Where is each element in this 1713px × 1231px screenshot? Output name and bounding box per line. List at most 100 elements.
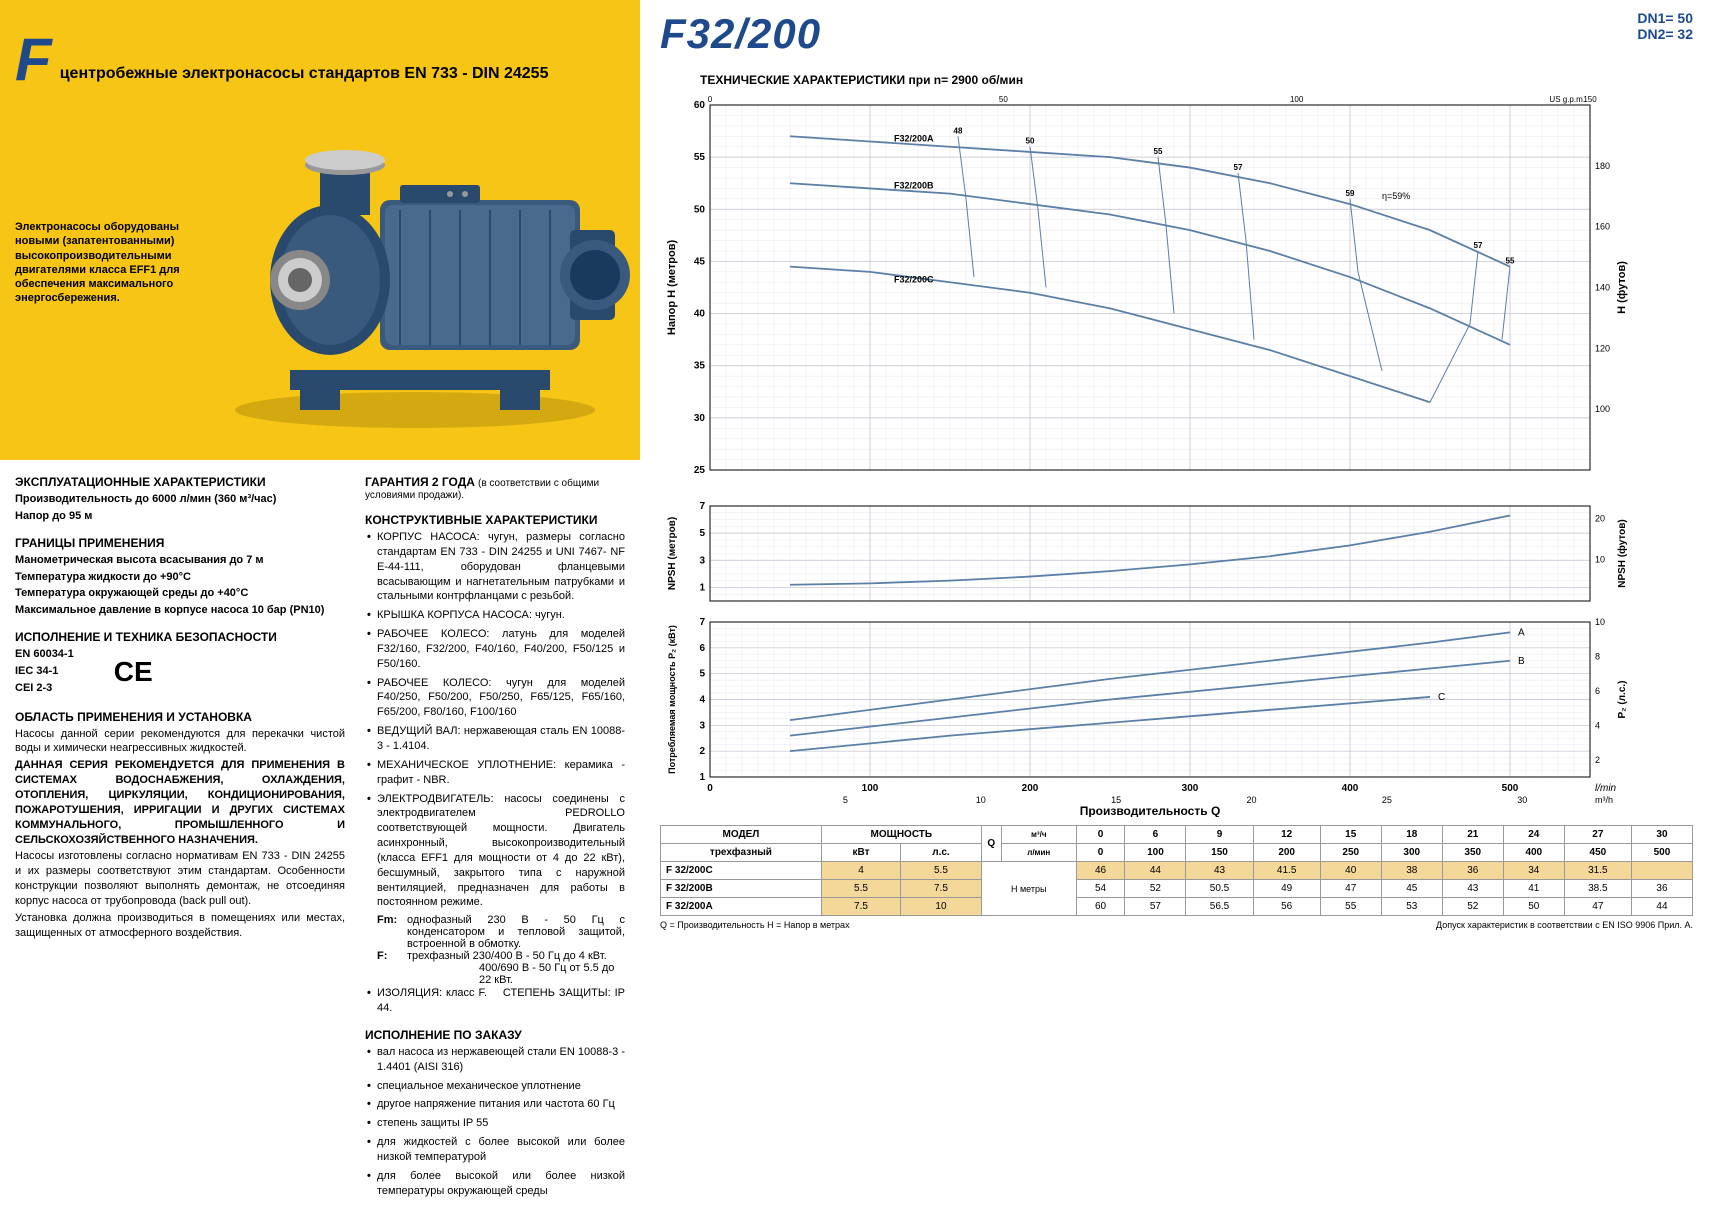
svg-text:10: 10 <box>976 795 986 805</box>
power-chart: 12345672468100100200300400500l/min510152… <box>660 617 1640 817</box>
svg-text:Производительность Q: Производительность Q <box>1080 804 1221 817</box>
svg-text:m³/h: m³/h <box>1595 795 1613 805</box>
svg-text:4: 4 <box>699 695 705 706</box>
svg-text:Напор H (метров): Напор H (метров) <box>666 240 678 336</box>
svg-text:6: 6 <box>699 643 705 654</box>
svg-text:0: 0 <box>708 95 713 104</box>
svg-text:55: 55 <box>1154 147 1163 156</box>
options: ИСПОЛНЕНИЕ ПО ЗАКАЗУ вал насоса из нержа… <box>365 1028 625 1199</box>
ce-mark-icon: CE <box>114 656 153 688</box>
svg-text:48: 48 <box>954 126 963 135</box>
svg-text:C: C <box>1438 692 1445 703</box>
svg-text:US g.p.m.: US g.p.m. <box>1549 95 1585 104</box>
svg-text:6: 6 <box>1595 686 1600 696</box>
svg-text:45: 45 <box>694 256 706 267</box>
svg-text:25: 25 <box>1382 795 1392 805</box>
svg-text:100: 100 <box>1290 95 1304 104</box>
table-footer-right: Допуск характеристик в соответствии с EN… <box>1436 920 1693 930</box>
svg-text:60: 60 <box>694 100 706 111</box>
svg-text:140: 140 <box>1595 283 1610 293</box>
svg-text:50: 50 <box>1026 137 1035 146</box>
section-heading: ОБЛАСТЬ ПРИМЕНЕНИЯ И УСТАНОВКА <box>15 710 345 724</box>
svg-text:180: 180 <box>1595 161 1610 171</box>
operational-specs: ЭКСПЛУАТАЦИОННЫЕ ХАРАКТЕРИСТИКИ Производ… <box>15 475 345 524</box>
head-chart: 25 30 35 40 45 50 55 60 100 120 140 160 180 Напор H (… <box>660 95 1640 495</box>
section-heading: ЭКСПЛУАТАЦИОННЫЕ ХАРАКТЕРИСТИКИ <box>15 475 345 489</box>
limits: ГРАНИЦЫ ПРИМЕНЕНИЯ Манометрическая высот… <box>15 536 345 618</box>
svg-text:20: 20 <box>1247 795 1257 805</box>
svg-text:7: 7 <box>699 501 705 512</box>
svg-text:8: 8 <box>1595 651 1600 661</box>
svg-text:η=59%: η=59% <box>1382 191 1410 201</box>
svg-text:F32/200B: F32/200B <box>894 180 934 190</box>
svg-text:30: 30 <box>694 413 706 424</box>
hero-banner: F центробежные электронасосы стандартов … <box>0 0 640 460</box>
svg-text:57: 57 <box>1234 163 1243 172</box>
svg-text:10: 10 <box>1595 555 1605 565</box>
npsh-chart: 1 3 5 7 10 20 NPSH (метров) NPSH (футов) <box>660 501 1640 611</box>
chart-title: ТЕХНИЧЕСКИЕ ХАРАКТЕРИСТИКИ при n= 2900 о… <box>700 73 1693 87</box>
svg-text:500: 500 <box>1502 783 1519 794</box>
svg-text:120: 120 <box>1595 343 1610 353</box>
svg-text:H (футов): H (футов) <box>1616 261 1628 314</box>
svg-text:2: 2 <box>699 746 705 757</box>
f-logo: F <box>15 30 52 90</box>
svg-text:F32/200A: F32/200A <box>894 134 934 144</box>
svg-text:100: 100 <box>1595 404 1610 414</box>
svg-text:5: 5 <box>699 528 705 539</box>
construction: КОНСТРУКТИВНЫЕ ХАРАКТЕРИСТИКИ КОРПУС НАС… <box>365 513 625 1016</box>
svg-text:1: 1 <box>699 772 705 783</box>
section-heading: ИСПОЛНЕНИЕ И ТЕХНИКА БЕЗОПАСНОСТИ <box>15 630 345 644</box>
pump-illustration <box>200 100 630 440</box>
svg-text:55: 55 <box>694 152 706 163</box>
section-heading: КОНСТРУКТИВНЫЕ ХАРАКТЕРИСТИКИ <box>365 513 625 527</box>
svg-text:l/min: l/min <box>1595 783 1617 794</box>
svg-text:NPSH (метров): NPSH (метров) <box>667 517 678 590</box>
svg-text:20: 20 <box>1595 513 1605 523</box>
application: ОБЛАСТЬ ПРИМЕНЕНИЯ И УСТАНОВКА Насосы да… <box>15 710 345 941</box>
svg-text:57: 57 <box>1474 241 1483 250</box>
svg-text:Потребляемая мощность P₂ (кВт: Потребляемая мощность P₂ (кВт) <box>667 625 677 774</box>
charts-container: 2530354045505560100120140160180Напор H (… <box>660 95 1693 817</box>
hero-description: Электронасосы оборудованы новыми (запате… <box>15 220 185 306</box>
svg-text:5: 5 <box>699 669 705 680</box>
svg-text:59: 59 <box>1346 189 1355 198</box>
dn2-label: DN2= 32 <box>1637 26 1693 42</box>
svg-text:P₂ (л.с.): P₂ (л.с.) <box>1617 680 1628 718</box>
model-title: F32/200 <box>660 10 821 58</box>
svg-text:40: 40 <box>694 309 706 320</box>
performance-table: МОДЕЛМОЩНОСТЬQм³/ч06912151821242730трехф… <box>660 825 1693 930</box>
svg-text:160: 160 <box>1595 222 1610 232</box>
svg-text:NPSH (футов): NPSH (футов) <box>1616 519 1628 588</box>
svg-text:3: 3 <box>699 555 705 566</box>
svg-text:55: 55 <box>1506 257 1515 266</box>
svg-text:A: A <box>1518 627 1525 638</box>
svg-text:0: 0 <box>707 783 713 794</box>
svg-text:400: 400 <box>1342 783 1359 794</box>
svg-text:2: 2 <box>1595 755 1600 765</box>
table-footer-left: Q = Производительность H = Напор в метра… <box>660 920 850 930</box>
safety: ИСПОЛНЕНИЕ И ТЕХНИКА БЕЗОПАСНОСТИ EN 600… <box>15 630 345 698</box>
svg-text:4: 4 <box>1595 720 1600 730</box>
svg-text:1: 1 <box>699 582 705 593</box>
svg-text:150: 150 <box>1583 95 1597 104</box>
svg-text:3: 3 <box>699 720 705 731</box>
section-heading: ГРАНИЦЫ ПРИМЕНЕНИЯ <box>15 536 345 550</box>
svg-text:5: 5 <box>843 795 848 805</box>
svg-text:B: B <box>1518 656 1525 667</box>
svg-text:300: 300 <box>1182 783 1199 794</box>
svg-text:200: 200 <box>1022 783 1039 794</box>
warranty: ГАРАНТИЯ 2 ГОДА (в соответствии с общими… <box>365 475 625 501</box>
svg-text:7: 7 <box>699 617 705 628</box>
svg-text:F32/200C: F32/200C <box>894 274 934 284</box>
svg-text:10: 10 <box>1595 617 1605 627</box>
svg-text:25: 25 <box>694 465 706 476</box>
svg-text:50: 50 <box>999 95 1008 104</box>
svg-text:35: 35 <box>694 361 706 372</box>
hero-subtitle: центробежные электронасосы стандартов EN… <box>60 65 549 83</box>
dn1-label: DN1= 50 <box>1637 10 1693 26</box>
section-heading: ИСПОЛНЕНИЕ ПО ЗАКАЗУ <box>365 1028 625 1042</box>
svg-text:50: 50 <box>694 204 706 215</box>
svg-text:30: 30 <box>1517 795 1527 805</box>
svg-text:100: 100 <box>862 783 879 794</box>
